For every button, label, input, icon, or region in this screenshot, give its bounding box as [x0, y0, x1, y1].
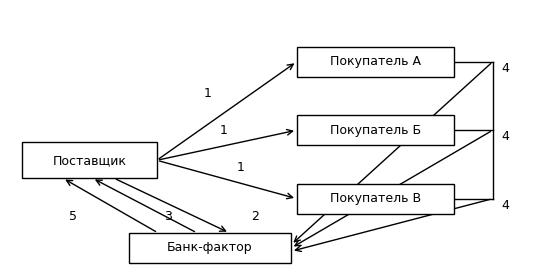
FancyBboxPatch shape — [297, 184, 454, 214]
Text: 5: 5 — [69, 210, 77, 223]
FancyBboxPatch shape — [297, 47, 454, 77]
Text: 4: 4 — [501, 199, 509, 212]
Text: 1: 1 — [203, 87, 211, 100]
FancyBboxPatch shape — [297, 115, 454, 145]
Text: 1: 1 — [237, 161, 245, 174]
Text: 4: 4 — [501, 62, 509, 75]
FancyBboxPatch shape — [129, 233, 291, 263]
Text: Покупатель Б: Покупатель Б — [330, 124, 421, 137]
Text: Покупатель А: Покупатель А — [330, 55, 421, 68]
Text: Поставщик: Поставщик — [53, 154, 127, 167]
Text: Покупатель В: Покупатель В — [330, 192, 421, 205]
Text: 3: 3 — [164, 210, 172, 223]
Text: 2: 2 — [251, 210, 259, 223]
Text: 1: 1 — [220, 124, 228, 137]
FancyBboxPatch shape — [22, 142, 157, 178]
Text: Банк-фактор: Банк-фактор — [167, 241, 253, 255]
Text: 4: 4 — [501, 130, 509, 143]
